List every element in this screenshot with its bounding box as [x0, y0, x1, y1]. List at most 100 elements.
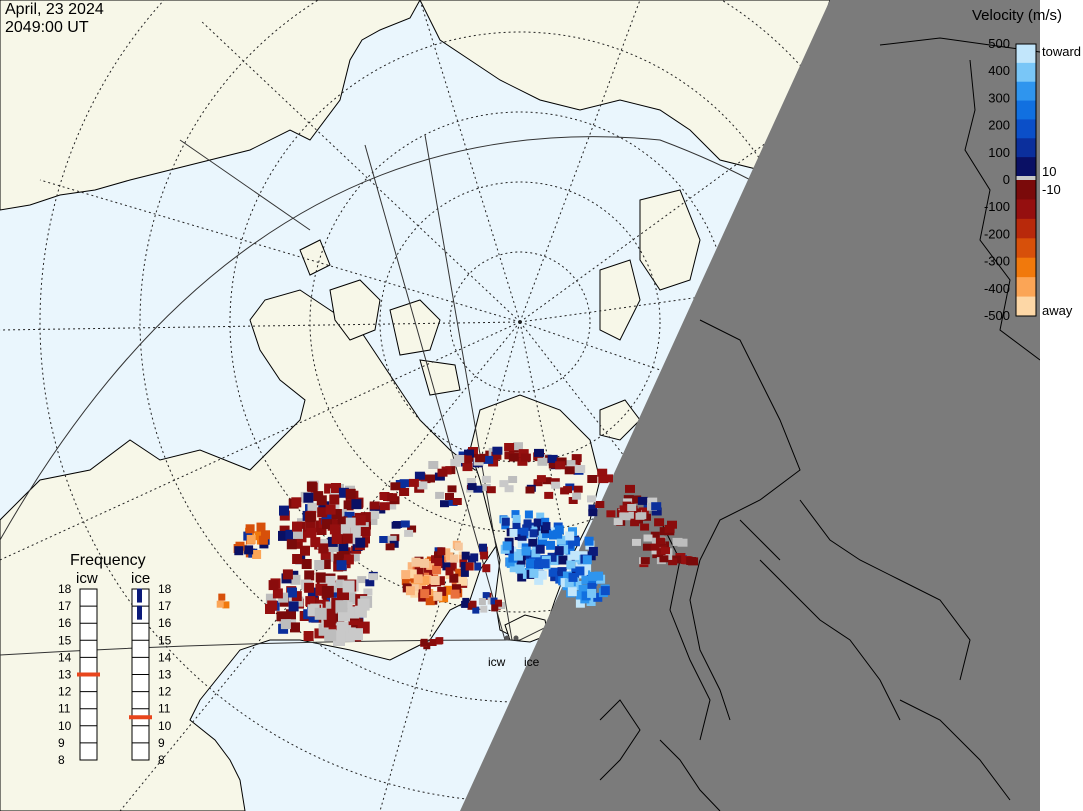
frequency-scale-label: 18 [58, 582, 72, 596]
velocity-cell [368, 573, 378, 581]
velocity-cell [520, 527, 529, 536]
velocity-cell [317, 507, 328, 518]
velocity-cell [528, 537, 538, 547]
velocity-cell [337, 575, 348, 584]
velocity-cell [331, 534, 342, 544]
land-island-3 [299, 239, 331, 276]
velocity-cell [450, 589, 460, 599]
velocity-cell [320, 549, 331, 560]
velocity-cell [351, 628, 363, 641]
velocity-cell [555, 461, 566, 470]
velocity-cell [570, 537, 580, 547]
velocity-cell [625, 484, 635, 493]
velocity-cell [504, 443, 515, 451]
velocity-cell [520, 453, 531, 462]
velocity-cell [303, 492, 314, 503]
velocity-cell [290, 622, 300, 633]
frequency-title: Frequency [70, 552, 146, 569]
velocity-cell [400, 520, 410, 528]
colorbar-segment-away [1016, 296, 1036, 317]
frequency-scale-label: 12 [58, 685, 72, 699]
velocity-cell [261, 530, 270, 540]
velocity-cell [597, 468, 608, 477]
frequency-scale-label: 8 [58, 753, 65, 767]
velocity-cell [593, 592, 603, 602]
velocity-cell [292, 554, 303, 564]
velocity-cell [322, 519, 332, 530]
velocity-cell [279, 525, 290, 536]
velocity-cell [318, 599, 329, 610]
velocity-cell [335, 600, 348, 613]
velocity-cell [536, 475, 546, 483]
velocity-cell [351, 499, 362, 510]
colorbar-frame [1015, 43, 1037, 317]
velocity-cell [538, 537, 547, 546]
velocity-cell [518, 449, 529, 458]
velocity-cell [407, 569, 417, 579]
velocity-cell [304, 582, 315, 593]
velocity-cell [439, 593, 449, 603]
legend-away-label: away [1042, 303, 1073, 318]
velocity-cell [343, 554, 354, 565]
frequency-channel-ice: ice [131, 570, 150, 587]
velocity-cell [595, 501, 605, 508]
velocity-cell [338, 541, 349, 551]
velocity-cell [587, 582, 597, 592]
velocity-cell [638, 507, 649, 516]
velocity-cell [509, 529, 518, 537]
velocity-cell [433, 591, 443, 601]
velocity-cell [420, 589, 430, 599]
velocity-cell [668, 558, 678, 566]
velocity-cell [667, 520, 677, 529]
frequency-scale-label: 10 [158, 719, 172, 733]
velocity-cell [630, 514, 640, 522]
velocity-cell [318, 543, 329, 554]
velocity-cell [454, 542, 463, 551]
velocity-cell [423, 567, 433, 577]
velocity-cell [647, 497, 658, 506]
velocity-cell [523, 520, 532, 529]
velocity-cell [565, 460, 576, 469]
velocity-cell [331, 509, 342, 519]
velocity-cell [365, 579, 375, 587]
velocity-cell [581, 575, 591, 585]
colorbar-segment-away [1016, 218, 1036, 239]
frequency-panel: Frequency icw ice 1817161514131211109818… [58, 552, 172, 767]
velocity-cell [319, 501, 330, 512]
velocity-cell [587, 588, 597, 598]
colorbar-segment-toward [1016, 62, 1036, 83]
land-svalbard [599, 399, 641, 441]
velocity-cell [588, 504, 598, 512]
velocity-cell [578, 585, 588, 594]
velocity-cell [571, 454, 582, 463]
velocity-cell [536, 512, 545, 521]
velocity-cell [338, 609, 350, 622]
velocity-cell [252, 550, 262, 559]
velocity-cell [651, 507, 662, 516]
velocity-cell [619, 505, 629, 513]
velocity-cell [414, 567, 424, 577]
velocity-cell [661, 547, 670, 555]
colorbar-segment-toward [1016, 157, 1036, 177]
velocity-cell [643, 534, 653, 542]
velocity-cell [541, 517, 550, 526]
colorbar-segment-away [1016, 199, 1036, 220]
velocity-cell [435, 491, 445, 499]
velocity-cell [632, 538, 641, 546]
velocity-cell [420, 638, 428, 646]
velocity-cell [475, 454, 486, 463]
velocity-cell [449, 573, 459, 583]
velocity-cell [624, 511, 634, 519]
colorbar-segment-zero [1016, 176, 1036, 180]
velocity-cell [399, 488, 410, 496]
frequency-scale-label: 10 [58, 719, 72, 733]
land-island-2 [389, 299, 441, 356]
velocity-cell [218, 593, 226, 601]
time-label: 2049:00 UT [5, 19, 89, 36]
velocity-cell [533, 479, 543, 487]
velocity-cell [537, 457, 548, 466]
velocity-cell [558, 555, 568, 565]
velocity-cell [499, 480, 509, 488]
velocity-cell [566, 560, 576, 570]
